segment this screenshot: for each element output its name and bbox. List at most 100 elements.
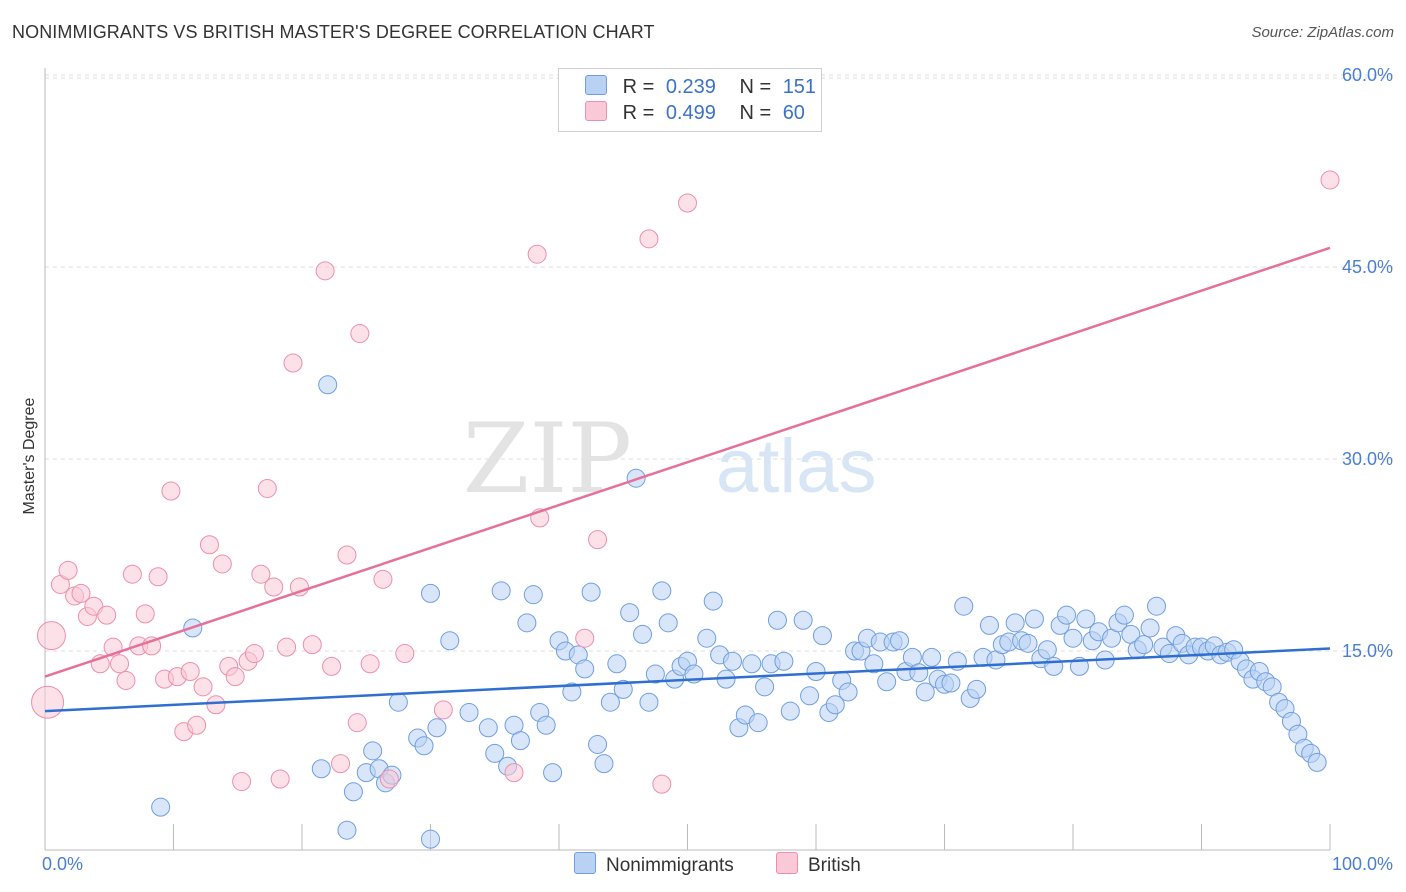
data-point <box>543 763 563 783</box>
data-point <box>877 672 897 692</box>
data-point <box>755 677 775 697</box>
data-point <box>135 604 155 624</box>
legend-r-value: 0.499 <box>665 102 716 124</box>
data-point <box>639 229 659 249</box>
legend-n-value: 151 <box>782 76 817 98</box>
data-point <box>1320 170 1340 190</box>
data-point <box>1307 752 1327 772</box>
trendlines <box>44 246 1331 713</box>
y-tick-label: 60.0% <box>1342 65 1393 85</box>
british-trendline <box>44 246 1331 678</box>
data-point <box>97 605 117 625</box>
data-point <box>793 610 813 630</box>
data-point <box>588 530 608 550</box>
data-point <box>703 591 723 611</box>
watermark-zip: ZIP <box>463 403 632 515</box>
data-point <box>652 581 672 601</box>
axis-labels: 15.0% 30.0% 45.0% 60.0% 0.0% 100.0% Master's D… <box>21 65 1393 874</box>
legend-row-nonimmigrants: R = 0.239 N = 151 <box>585 75 816 99</box>
data-point <box>800 686 820 706</box>
data-point <box>510 731 530 751</box>
axes <box>44 68 1331 851</box>
data-point <box>1037 640 1057 660</box>
data-point <box>311 759 331 779</box>
data-point <box>594 754 614 774</box>
data-point <box>1044 656 1064 676</box>
data-point <box>722 651 742 671</box>
data-point <box>232 772 252 792</box>
legend-label-british: British <box>808 855 861 876</box>
data-point <box>315 261 335 281</box>
data-point <box>967 679 987 699</box>
data-point <box>71 583 91 603</box>
data-point <box>1018 633 1038 653</box>
data-point <box>780 701 800 721</box>
data-point <box>620 603 640 623</box>
data-point <box>388 692 408 712</box>
gridlines <box>45 74 1395 652</box>
data-point <box>645 664 665 684</box>
legend-n-value: 60 <box>782 102 805 124</box>
data-point <box>110 654 130 674</box>
data-point <box>504 763 524 783</box>
data-point <box>1134 635 1154 655</box>
data-point <box>697 628 717 648</box>
legend-n-label: N = <box>739 102 772 124</box>
data-point <box>1140 618 1160 638</box>
y-tick-label: 30.0% <box>1342 449 1393 469</box>
data-point <box>864 654 884 674</box>
data-point <box>433 700 453 720</box>
data-point <box>151 797 171 817</box>
data-point <box>58 560 78 580</box>
data-point <box>122 564 142 584</box>
data-point <box>1057 605 1077 625</box>
source-label: Source: ZipAtlas.com <box>1251 24 1394 41</box>
legend-item-nonimmigrants[interactable]: Nonimmigrants <box>574 852 734 877</box>
legend-r-label: R = <box>622 102 655 124</box>
data-point <box>318 375 338 395</box>
y-tick-label: 15.0% <box>1342 641 1393 661</box>
data-point <box>1147 596 1167 616</box>
data-point <box>485 743 505 763</box>
data-point <box>363 741 383 761</box>
watermark: ZIP atlas <box>463 403 877 515</box>
data-point <box>379 769 399 789</box>
watermark-atlas: atlas <box>716 424 877 509</box>
data-point <box>517 613 537 633</box>
data-point <box>812 626 832 646</box>
data-point <box>607 654 627 674</box>
data-point <box>283 353 303 373</box>
legend-swatch-british <box>776 852 798 874</box>
data-point <box>954 596 974 616</box>
data-point <box>1159 644 1179 664</box>
data-point <box>440 631 460 651</box>
data-point <box>116 670 136 690</box>
data-point <box>322 656 342 676</box>
data-point <box>890 631 910 651</box>
legend-swatch-nonimmigrants <box>574 852 596 874</box>
data-point <box>193 677 213 697</box>
data-point <box>527 244 547 264</box>
nonimmigrants-trendline <box>44 647 1331 713</box>
data-point <box>633 624 653 644</box>
data-point <box>491 581 511 601</box>
data-point <box>337 545 357 565</box>
data-point <box>1024 609 1044 629</box>
chart-title: NONIMMIGRANTS VS BRITISH MASTER'S DEGREE… <box>12 22 655 42</box>
data-point <box>1063 628 1083 648</box>
legend-label-nonimmigrants: Nonimmigrants <box>606 855 734 876</box>
data-point <box>302 635 322 655</box>
legend-row-british: R = 0.499 N = 60 <box>585 101 805 125</box>
correlation-legend: R = 0.239 N = 151 R = 0.499 N = 60 <box>558 68 822 132</box>
data-point <box>1076 609 1096 629</box>
data-point <box>347 713 367 733</box>
data-point <box>536 715 556 735</box>
data-point <box>337 820 357 840</box>
data-point <box>523 585 543 605</box>
legend-item-british[interactable]: British <box>776 852 861 877</box>
legend-swatch-nonimmigrants <box>585 75 607 95</box>
data-point <box>575 659 595 679</box>
data-point <box>264 577 284 597</box>
x-tick-label: 0.0% <box>42 854 83 874</box>
